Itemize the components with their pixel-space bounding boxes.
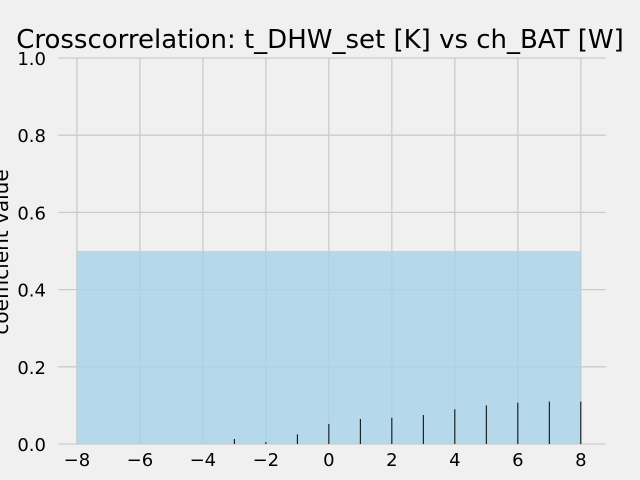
tick-labels: −8 −6 −4 −2 0 2 4 6 8 0.0 0.2 0.4 0.6 0.8 1.0 (17, 49, 586, 471)
chart-title: Crosscorrelation: t_DHW_set [K] vs ch_BA… (16, 25, 624, 55)
x-tick-label: 0 (323, 450, 334, 471)
x-tick-label: 2 (386, 450, 397, 471)
x-tick-label: 8 (575, 450, 586, 471)
y-tick-label: 0.6 (17, 203, 46, 224)
y-tick-label: 0.4 (17, 281, 46, 302)
x-axis-label: lag (315, 477, 346, 480)
y-tick-label: 0.2 (17, 358, 46, 379)
x-tick-label: −2 (253, 450, 280, 471)
x-tick-label: 6 (512, 450, 523, 471)
y-tick-label: 0.8 (17, 126, 46, 147)
confidence-band-layer (76, 251, 581, 444)
x-tick-label: −4 (190, 450, 217, 471)
x-tick-label: 4 (449, 450, 460, 471)
y-axis-label: coefficient value (0, 169, 13, 334)
y-tick-label: 1.0 (17, 49, 46, 70)
confidence-band (76, 251, 581, 444)
x-tick-label: −6 (127, 450, 154, 471)
x-tick-label: −8 (64, 450, 91, 471)
coefficient-bars (233, 401, 582, 444)
y-tick-label: 0.0 (17, 435, 46, 456)
